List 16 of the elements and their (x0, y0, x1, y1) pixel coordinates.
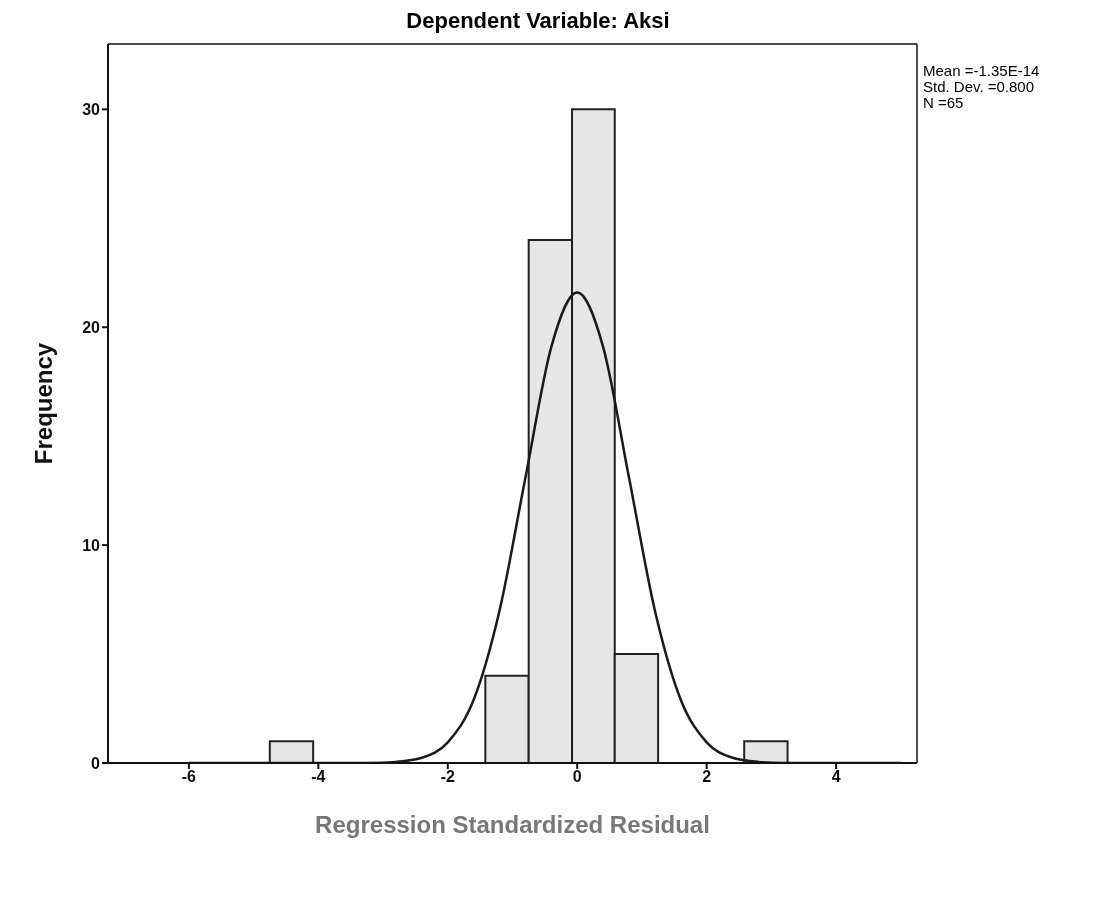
text: Std. Dev. =0.800 (923, 78, 1036, 95)
text: Mean =-1.35E-14 (923, 62, 1040, 79)
x-tick-label: 2 (702, 768, 712, 786)
x-tick-label: 4 (831, 768, 841, 786)
x-tick-label: 0 (572, 768, 582, 786)
y-axis-title: Frequency (29, 342, 57, 465)
y-tick-label: 10 (82, 536, 101, 554)
text: N =65 (923, 94, 965, 111)
x-axis-title: Regression Standardized Residual (315, 811, 710, 838)
chart-title: Dependent Variable: Aksi (405, 8, 671, 34)
y-tick-label: 0 (91, 754, 101, 772)
y-tick-label: 20 (82, 318, 101, 336)
x-tick-label: -2 (440, 768, 455, 786)
x-tick-label: -4 (311, 768, 326, 786)
y-tick-label: 30 (82, 101, 101, 119)
x-tick-label: -6 (181, 768, 197, 786)
